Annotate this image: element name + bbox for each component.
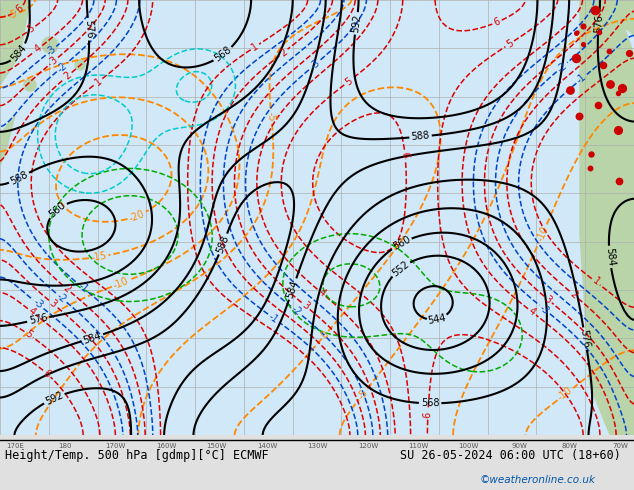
Text: 3: 3 [543,294,553,305]
Text: 4: 4 [33,43,44,54]
Circle shape [588,173,612,197]
Text: -5: -5 [356,387,370,401]
Text: 588: 588 [215,234,231,254]
Text: -2: -2 [55,60,69,74]
Text: 560: 560 [391,234,412,252]
Text: 6: 6 [41,368,53,379]
Text: 584: 584 [285,279,301,299]
Text: 130W: 130W [307,443,328,449]
Text: 3: 3 [48,298,58,309]
Text: -15: -15 [90,251,107,263]
Text: 544: 544 [427,313,446,326]
Circle shape [582,227,598,243]
Text: 4: 4 [316,287,327,299]
Text: SU 26-05-2024 06:00 UTC (18+60): SU 26-05-2024 06:00 UTC (18+60) [400,448,621,462]
Text: 584: 584 [604,247,616,267]
Text: 2: 2 [568,289,579,300]
Text: 576: 576 [593,14,604,33]
Text: -1: -1 [267,311,280,325]
Text: 6: 6 [399,151,410,158]
Text: -10: -10 [556,385,574,403]
Polygon shape [0,115,15,165]
Text: 170E: 170E [6,443,24,449]
Text: 1: 1 [590,276,601,288]
Text: -3: -3 [309,57,322,71]
Text: ©weatheronline.co.uk: ©weatheronline.co.uk [480,475,596,485]
Text: 160W: 160W [156,443,176,449]
Text: 180: 180 [59,443,72,449]
Text: 150W: 150W [207,443,227,449]
Text: 584: 584 [82,330,103,345]
Text: 4: 4 [27,306,37,318]
Polygon shape [530,0,634,35]
Text: 5: 5 [23,329,34,341]
Circle shape [24,79,36,91]
Text: 576: 576 [579,329,592,349]
Text: 0: 0 [319,329,331,341]
Text: -10: -10 [535,224,550,243]
Text: 140W: 140W [257,443,277,449]
Text: 6: 6 [492,16,501,28]
Text: 2: 2 [61,283,72,294]
Text: 592: 592 [350,14,363,33]
Text: -5: -5 [7,9,19,21]
Text: 568: 568 [9,170,30,187]
Text: 584: 584 [10,43,29,63]
Text: -3: -3 [538,302,552,317]
Text: 560: 560 [47,200,68,220]
Text: 170W: 170W [106,443,126,449]
Text: 6: 6 [423,411,433,418]
Text: 568: 568 [212,45,233,64]
Text: 2: 2 [62,70,74,82]
Text: 5: 5 [343,76,354,88]
Text: 576: 576 [28,313,48,326]
Polygon shape [0,0,30,85]
Text: 90W: 90W [511,443,527,449]
Text: 576: 576 [83,20,94,39]
Text: -2: -2 [55,291,68,305]
Text: 110W: 110W [408,443,429,449]
Text: 592: 592 [44,390,65,407]
Text: -3: -3 [44,44,58,58]
Circle shape [75,60,85,70]
Text: 1: 1 [250,41,260,53]
Text: 2: 2 [278,47,289,58]
Text: -2: -2 [289,304,303,318]
Text: Height/Temp. 500 hPa [gdmp][°C] ECMWF: Height/Temp. 500 hPa [gdmp][°C] ECMWF [5,448,269,462]
Text: 588: 588 [411,131,430,143]
Text: 120W: 120W [358,443,378,449]
Text: 4: 4 [527,306,538,318]
Text: 80W: 80W [562,443,578,449]
Text: 1: 1 [93,76,104,88]
Text: 5: 5 [504,38,515,49]
Text: 100W: 100W [458,443,479,449]
Text: -2: -2 [555,60,569,74]
Polygon shape [580,0,634,435]
Text: 552: 552 [390,259,411,278]
Text: 5: 5 [26,24,37,35]
Text: -1: -1 [76,281,90,294]
Text: -1: -1 [575,72,588,86]
Circle shape [610,105,630,125]
Text: 6: 6 [14,3,25,15]
Text: -5: -5 [266,112,277,122]
Text: 3: 3 [301,300,311,312]
Text: -10: -10 [112,275,130,291]
Text: 70W: 70W [612,443,628,449]
Text: 568: 568 [421,398,439,409]
Circle shape [42,37,58,53]
Text: 3: 3 [49,55,60,67]
Text: -3: -3 [31,297,45,311]
Text: -20: -20 [128,208,146,223]
